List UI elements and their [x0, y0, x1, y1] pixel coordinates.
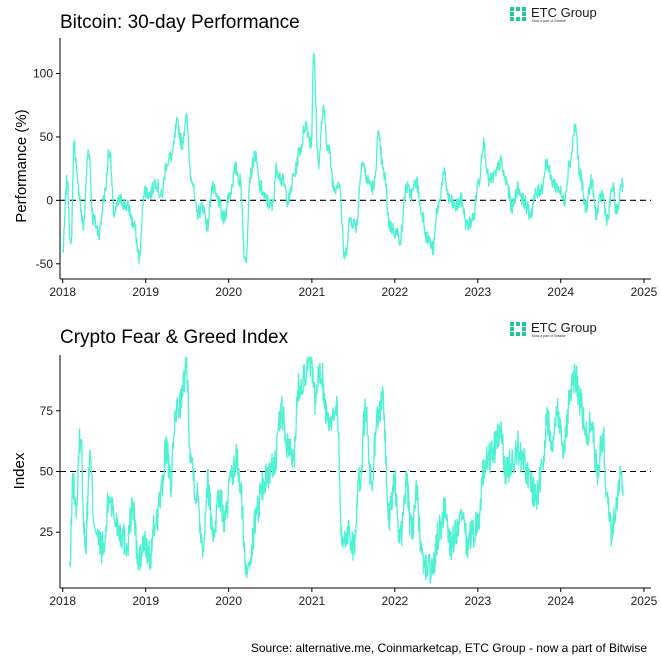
fear-greed-x-tick-label: 2022 — [381, 594, 408, 608]
performance-y-ticks: -50 0 50 100 — [33, 67, 60, 271]
etc-logo-top: ETC Group Now a part of Bitwise — [510, 5, 597, 23]
fear-greed-x-tick-label: 2025 — [631, 594, 658, 608]
performance-x-tick-label: 2022 — [381, 285, 408, 299]
performance-x-tick-label: 2025 — [631, 285, 658, 299]
fear-greed-y-tick-label: 50 — [40, 465, 54, 479]
performance-x-ticks: 2018 2019 2020 2021 2022 2023 2024 2025 — [49, 279, 658, 299]
fear-greed-x-tick-label: 2021 — [299, 594, 326, 608]
performance-x-tick-label: 2019 — [132, 285, 159, 299]
performance-series — [62, 52, 624, 265]
fear-greed-x-tick-label: 2020 — [215, 594, 242, 608]
fear-greed-panel: Crypto Fear & Greed Index ETC Group Now … — [11, 320, 658, 608]
performance-chart-title: Bitcoin: 30-day Performance — [60, 12, 300, 33]
performance-series-line — [62, 52, 624, 265]
fear-greed-series-line — [69, 356, 624, 584]
fear-greed-x-ticks: 2018 2019 2020 2021 2022 2023 2024 2025 — [49, 588, 658, 608]
performance-y-tick-label: 50 — [40, 130, 54, 144]
fear-greed-x-tick-label: 2019 — [132, 594, 159, 608]
etc-logo-wordmark: ETC Group — [531, 5, 597, 20]
performance-y-tick-label: 0 — [46, 193, 53, 207]
performance-x-tick-label: 2021 — [299, 285, 326, 299]
performance-y-tick-label: -50 — [36, 257, 54, 271]
etc-logo-tagline: Now a part of Bitwise — [532, 19, 566, 23]
fear-greed-chart-title: Crypto Fear & Greed Index — [60, 327, 289, 348]
fear-greed-y-tick-label: 75 — [40, 404, 54, 418]
fear-greed-y-axis-label: Index — [11, 452, 28, 489]
etc-logo-mark-icon — [510, 322, 526, 336]
fear-greed-x-tick-label: 2023 — [464, 594, 491, 608]
performance-x-tick-label: 2020 — [215, 285, 242, 299]
performance-x-tick-label: 2023 — [464, 285, 491, 299]
fear-greed-y-ticks: 25 50 75 — [40, 404, 60, 539]
etc-logo-bottom: ETC Group Now a part of Bitwise — [510, 320, 597, 338]
etc-logo-wordmark: ETC Group — [531, 320, 597, 335]
etc-logo-tagline: Now a part of Bitwise — [532, 334, 566, 338]
etc-logo-mark-icon — [510, 7, 526, 21]
performance-y-axis-label: Performance (%) — [13, 109, 30, 222]
source-note: Source: alternative.me, Coinmarketcap, E… — [251, 641, 647, 655]
performance-panel: Bitcoin: 30-day Performance ETC Group No… — [13, 5, 658, 299]
performance-y-tick-label: 100 — [33, 67, 53, 81]
performance-x-tick-label: 2018 — [49, 285, 76, 299]
fear-greed-x-tick-label: 2024 — [547, 594, 574, 608]
fear-greed-x-tick-label: 2018 — [49, 594, 76, 608]
performance-x-tick-label: 2024 — [547, 285, 574, 299]
fear-greed-series — [69, 356, 624, 584]
fear-greed-y-tick-label: 25 — [40, 525, 54, 539]
